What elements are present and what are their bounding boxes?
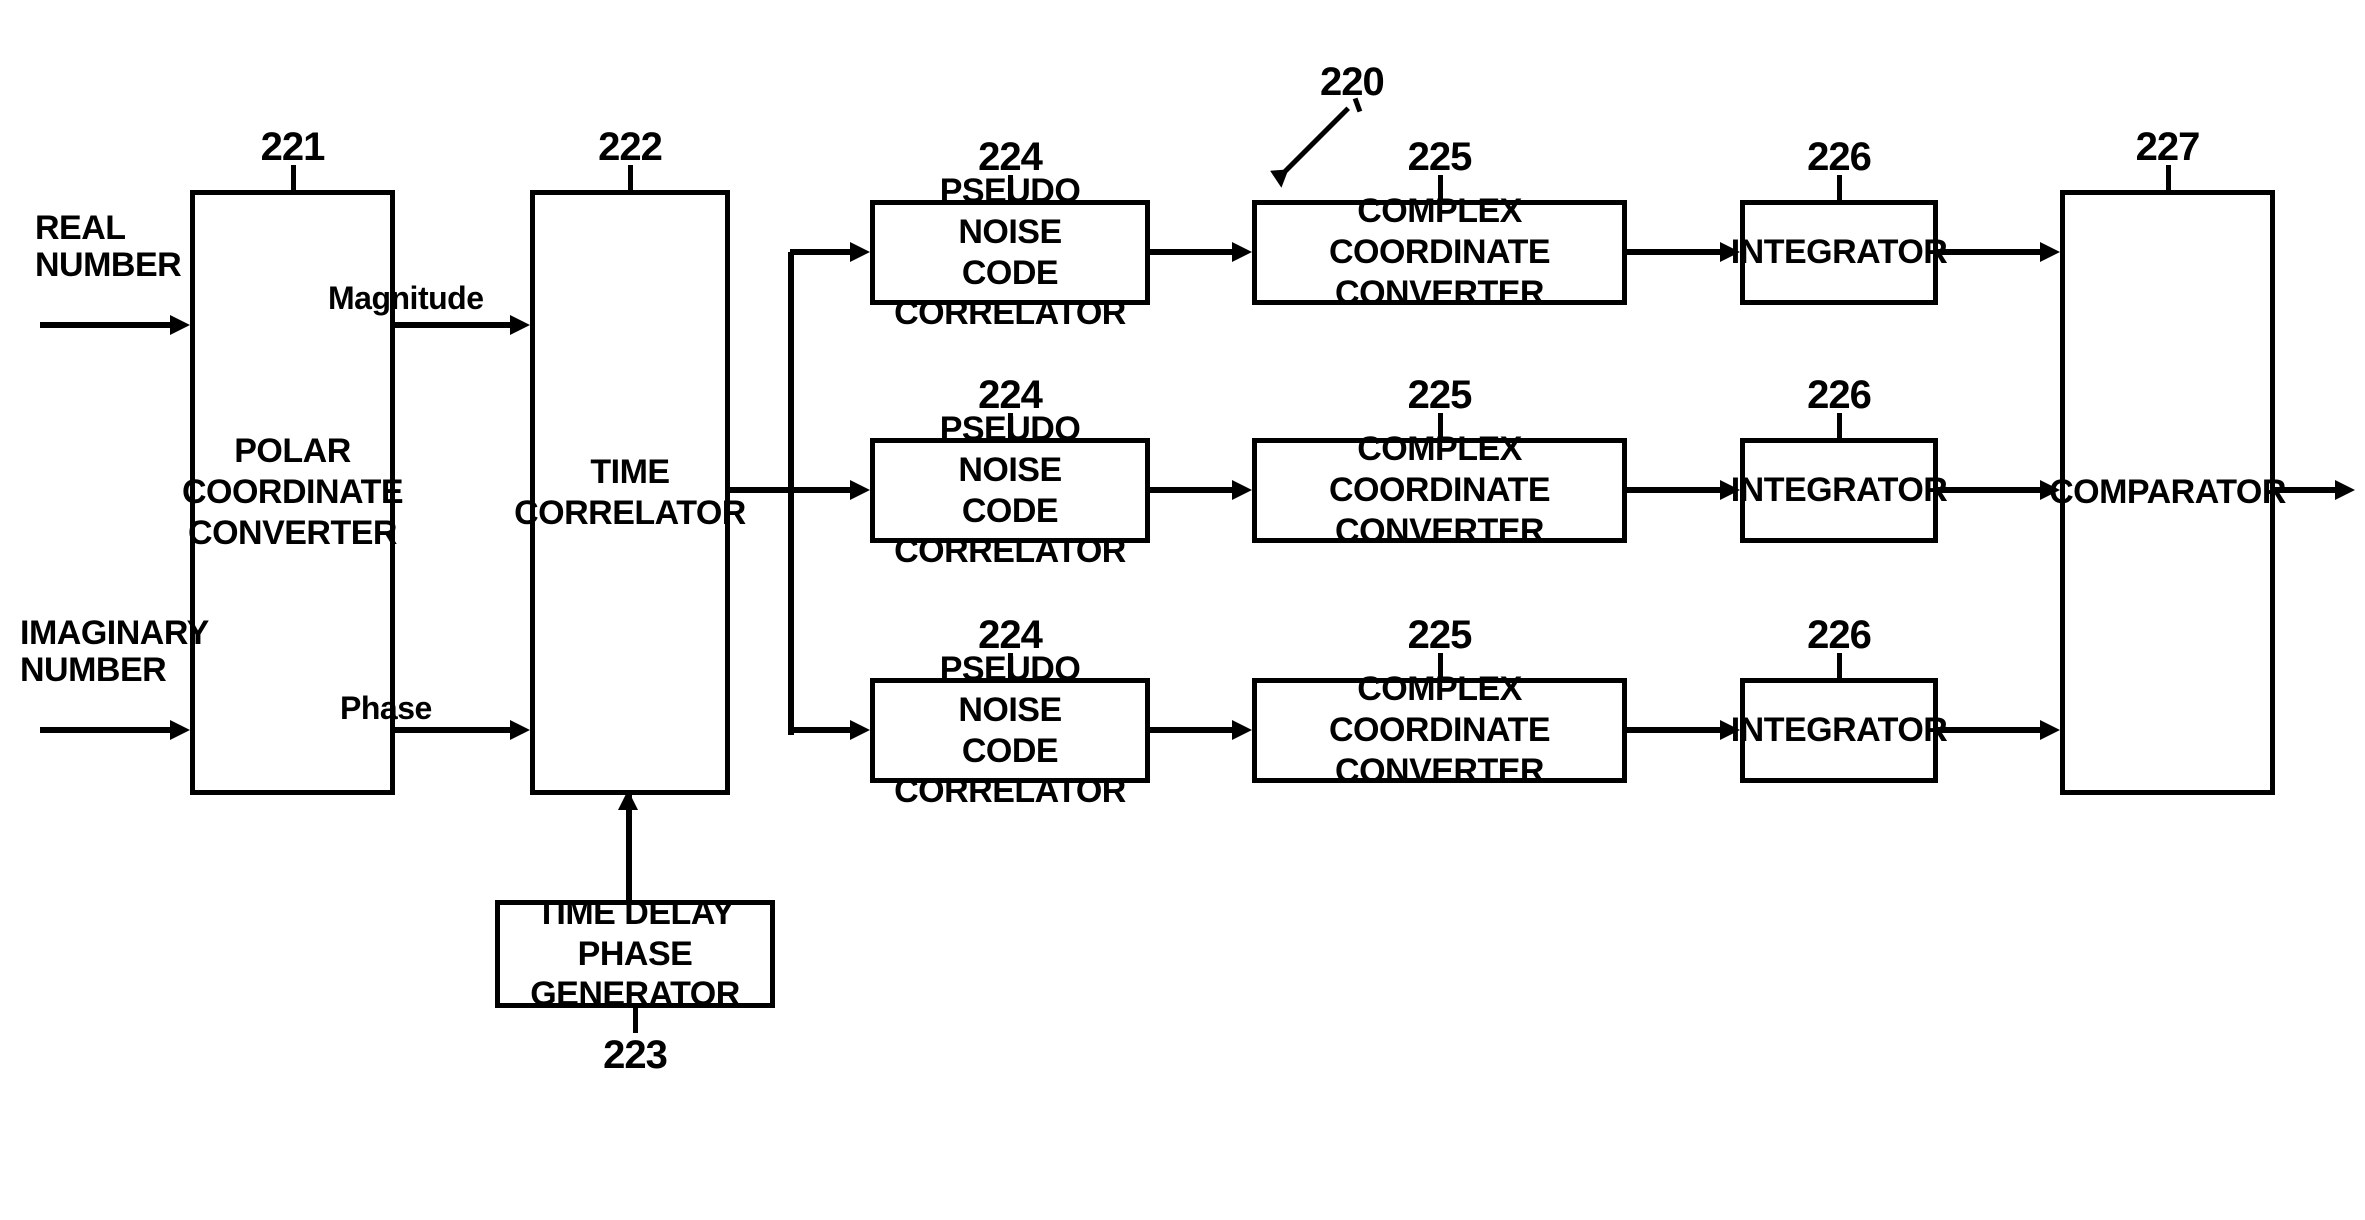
ref-label: 224 [975, 135, 1045, 180]
input-label-imaginary: IMAGINARYNUMBER [20, 615, 209, 690]
arrow-line [790, 249, 855, 255]
block-diagram: POLARCOORDINATECONVERTER 221 TIMECORRELATO… [0, 0, 2365, 1220]
arrow-line [1627, 249, 1725, 255]
arrow-head [850, 720, 870, 740]
signal-label-phase: Phase [340, 690, 432, 727]
block-complex-conv-3: COMPLEXCOORDINATE CONVERTER [1252, 678, 1627, 783]
block-complex-conv-2: COMPLEXCOORDINATE CONVERTER [1252, 438, 1627, 543]
arrow-head [510, 720, 530, 740]
ref-label: 226 [1804, 373, 1874, 418]
arrow-head [1232, 480, 1252, 500]
block-label: TIMECORRELATOR [514, 452, 746, 534]
arrow-line [395, 727, 515, 733]
ref-label: 226 [1804, 135, 1874, 180]
arrow-head [850, 480, 870, 500]
block-label: INTEGRATOR [1731, 710, 1948, 751]
arrow-line [790, 487, 855, 493]
ref-label: 223 [600, 1033, 670, 1078]
arrow-head [850, 242, 870, 262]
arrow-line [40, 727, 175, 733]
ref-label: 225 [1405, 373, 1475, 418]
block-label: COMPLEXCOORDINATE CONVERTER [1267, 429, 1612, 551]
block-time-delay-gen: TIME DELAYPHASE GENERATOR [495, 900, 775, 1008]
block-integrator-3: INTEGRATOR [1740, 678, 1938, 783]
arrow-line [788, 252, 794, 735]
block-pn-correlator-3: PSEUDO NOISECODE CORRELATOR [870, 678, 1150, 783]
block-time-correlator: TIMECORRELATOR [530, 190, 730, 795]
block-pn-correlator-2: PSEUDO NOISECODE CORRELATOR [870, 438, 1150, 543]
arrow-head [170, 720, 190, 740]
arrow-head [1232, 720, 1252, 740]
ref-label: 225 [1405, 135, 1475, 180]
arrow-line [1938, 249, 2045, 255]
arrow-line [40, 322, 175, 328]
ref-label: 222 [595, 125, 665, 170]
arrow-head [2040, 242, 2060, 262]
block-label: COMPLEXCOORDINATE CONVERTER [1267, 191, 1612, 313]
arrow-head [2040, 720, 2060, 740]
arrow-line [1150, 487, 1237, 493]
arrow-line [626, 795, 632, 900]
block-label: COMPLEXCOORDINATE CONVERTER [1267, 669, 1612, 791]
arrow-line [1150, 727, 1237, 733]
input-label-real: REALNUMBER [35, 210, 181, 285]
ref-label: 226 [1804, 613, 1874, 658]
block-label: INTEGRATOR [1731, 232, 1948, 273]
block-integrator-2: INTEGRATOR [1740, 438, 1938, 543]
arrow-line [1938, 487, 2045, 493]
block-complex-conv-1: COMPLEXCOORDINATE CONVERTER [1252, 200, 1627, 305]
arrow-line [1627, 487, 1725, 493]
block-label: TIME DELAYPHASE GENERATOR [510, 893, 760, 1015]
arrow-line [790, 727, 855, 733]
arrow-line [1150, 249, 1237, 255]
ref-label: 225 [1405, 613, 1475, 658]
arrow-head [170, 315, 190, 335]
block-label: COMPARATOR [2049, 472, 2286, 513]
signal-label-magnitude: Magnitude [328, 280, 483, 317]
block-pn-correlator-1: PSEUDO NOISECODE CORRELATOR [870, 200, 1150, 305]
arrow-line [395, 322, 515, 328]
ref-tick [633, 1008, 638, 1033]
block-label: INTEGRATOR [1731, 470, 1948, 511]
ref-label: 224 [975, 373, 1045, 418]
block-label: POLARCOORDINATECONVERTER [182, 431, 403, 553]
arrow-head [1232, 242, 1252, 262]
ref-label: 221 [258, 125, 328, 170]
arrow-head [510, 315, 530, 335]
arrow-head [2335, 480, 2355, 500]
arrow-line [1627, 727, 1725, 733]
block-comparator: COMPARATOR [2060, 190, 2275, 795]
arrow-line [1938, 727, 2045, 733]
pointer-arrow-head [1270, 165, 1300, 195]
ref-label: 227 [2133, 125, 2203, 170]
block-integrator-1: INTEGRATOR [1740, 200, 1938, 305]
ref-label: 224 [975, 613, 1045, 658]
